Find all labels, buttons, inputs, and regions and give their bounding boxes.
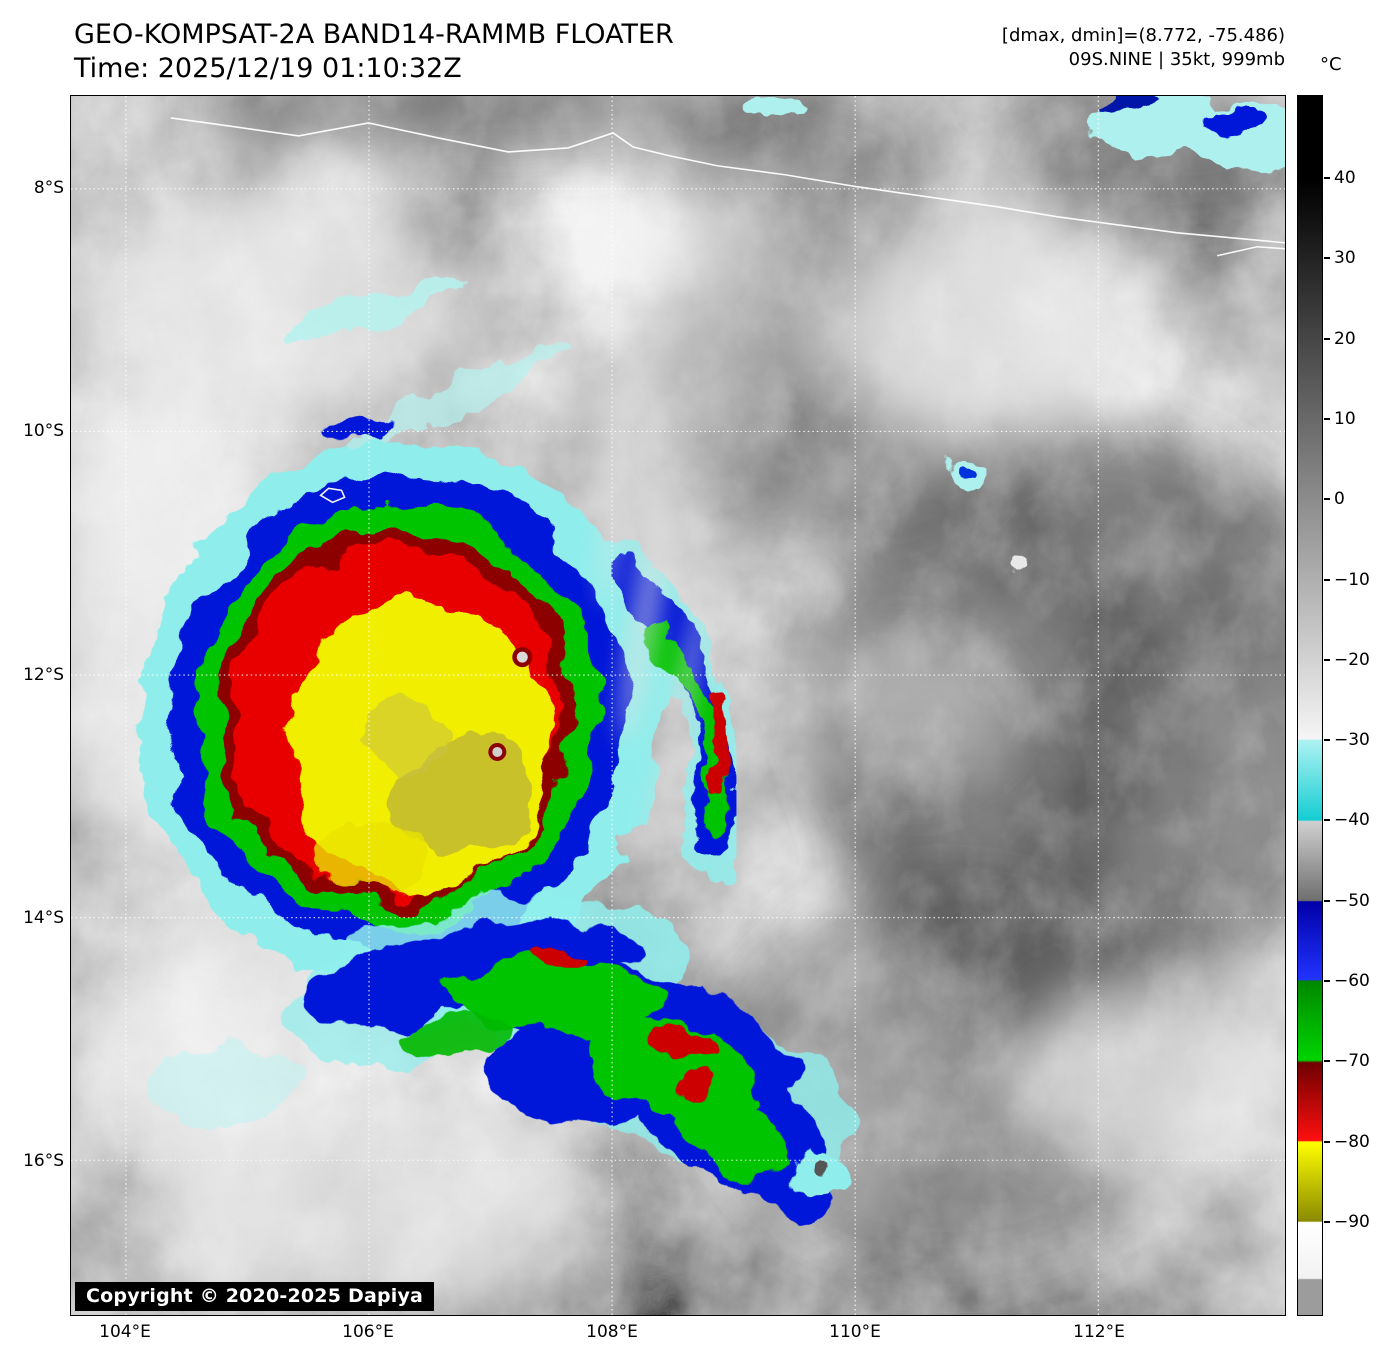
copyright-badge: Copyright © 2020-2025 Dapiya bbox=[75, 1282, 435, 1311]
colorbar-tickmark bbox=[1324, 1060, 1330, 1062]
colorbar-tick-label: 10 bbox=[1334, 409, 1356, 429]
colorbar-tickmark bbox=[1324, 579, 1330, 581]
colorbar-tick-label: −60 bbox=[1334, 971, 1370, 991]
colorbar-tick-label: −50 bbox=[1334, 891, 1370, 911]
colorbar-tick-label: 20 bbox=[1334, 329, 1356, 349]
lat-tick-label: 16°S bbox=[23, 1151, 64, 1171]
colorbar-tickmark bbox=[1324, 819, 1330, 821]
colorbar-tickmark bbox=[1324, 739, 1330, 741]
colorbar-tick-label: 0 bbox=[1334, 489, 1345, 509]
colorbar-tick-label: −30 bbox=[1334, 730, 1370, 750]
colorbar-tick-label: −40 bbox=[1334, 810, 1370, 830]
warm-spots bbox=[488, 647, 533, 761]
lat-tick-label: 14°S bbox=[23, 908, 64, 928]
satellite-map-panel: Copyright © 2020-2025 Dapiya bbox=[70, 95, 1286, 1316]
isolated-cell bbox=[145, 1044, 842, 1197]
lon-tick-label: 108°E bbox=[586, 1322, 638, 1342]
lon-tick-label: 104°E bbox=[99, 1322, 151, 1342]
colorbar-tickmark bbox=[1324, 498, 1330, 500]
southern-band bbox=[280, 899, 858, 1222]
lon-tick-label: 112°E bbox=[1073, 1322, 1125, 1342]
colorbar-tickmark bbox=[1324, 900, 1330, 902]
colorbar-tick-label: −20 bbox=[1334, 650, 1370, 670]
colorbar-tick-label: −80 bbox=[1334, 1132, 1370, 1152]
colorbar-unit-label: °C bbox=[1320, 54, 1342, 75]
lon-tick-label: 106°E bbox=[342, 1322, 394, 1342]
lat-tick-label: 10°S bbox=[23, 421, 64, 441]
product-title: GEO-KOMPSAT-2A BAND14-RAMMB FLOATER bbox=[74, 19, 674, 50]
map-gridlines bbox=[71, 96, 1285, 1315]
storm-readout: 09S.NINE | 35kt, 999mb bbox=[1068, 49, 1285, 70]
colorbar-tickmark bbox=[1324, 257, 1330, 259]
cyclone-cold-cloud-shield bbox=[138, 441, 663, 985]
satellite-image bbox=[71, 96, 1285, 1315]
colorbar-tickmark bbox=[1324, 1141, 1330, 1143]
colorbar-tick-label: 30 bbox=[1334, 248, 1356, 268]
temperature-colorbar bbox=[1297, 95, 1323, 1316]
colorbar-tick-label: 40 bbox=[1334, 168, 1356, 188]
colorbar-tick-label: −70 bbox=[1334, 1051, 1370, 1071]
lat-tick-label: 8°S bbox=[33, 178, 64, 198]
colorbar-tick-label: −10 bbox=[1334, 570, 1370, 590]
coastline bbox=[170, 117, 1285, 504]
colorbar-tickmark bbox=[1324, 177, 1330, 179]
header-left: GEO-KOMPSAT-2A BAND14-RAMMB FLOATER Time… bbox=[74, 18, 674, 86]
colorbar-tickmark bbox=[1324, 659, 1330, 661]
colorbar-tickmark bbox=[1324, 418, 1330, 420]
header-right: [dmax, dmin]=(8.772, -75.486) 09S.NINE |… bbox=[1002, 24, 1285, 72]
colorbar-tick-label: −90 bbox=[1334, 1212, 1370, 1232]
dmax-dmin-readout: [dmax, dmin]=(8.772, -75.486) bbox=[1001, 25, 1285, 46]
colorbar-tickmark bbox=[1324, 338, 1330, 340]
colorbar-tickmark bbox=[1324, 980, 1330, 982]
lon-tick-label: 110°E bbox=[829, 1322, 881, 1342]
scan-time: Time: 2025/12/19 01:10:32Z bbox=[74, 53, 462, 84]
colorbar-tickmark bbox=[1324, 1221, 1330, 1223]
cirrus-streaks bbox=[600, 386, 713, 862]
lat-tick-label: 12°S bbox=[23, 665, 64, 685]
